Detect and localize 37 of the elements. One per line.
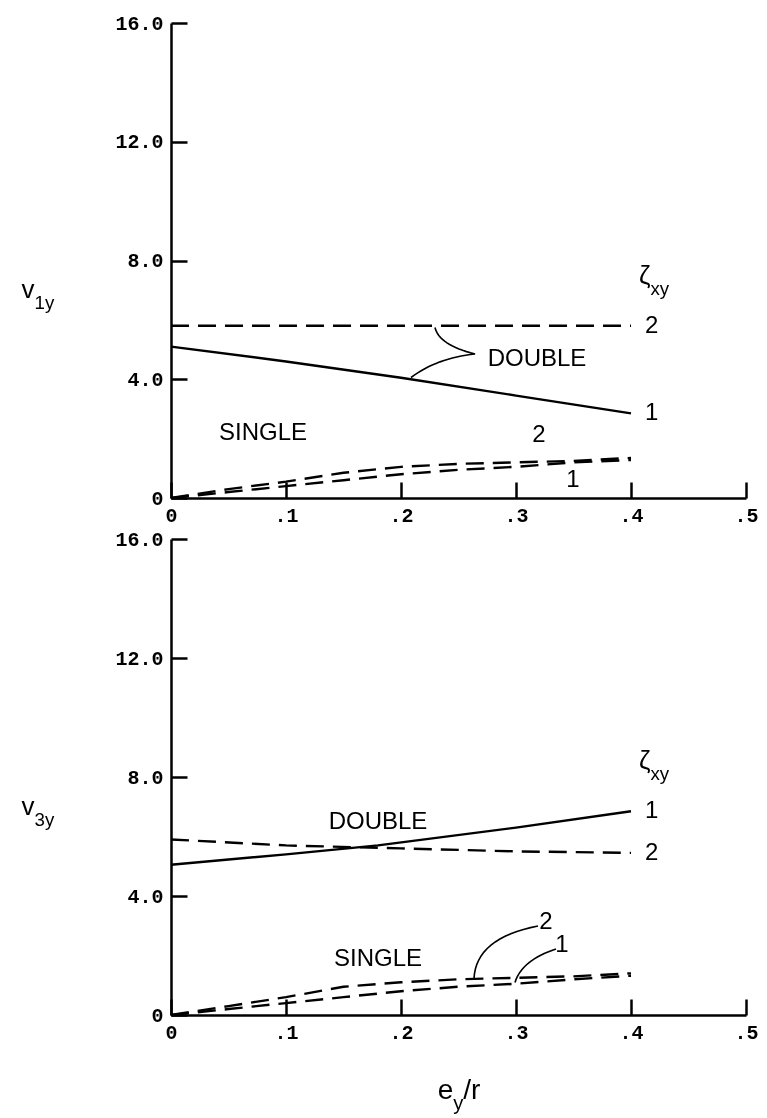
y-tick-label: 8.0 (127, 250, 164, 273)
x-tick-label: .2 (389, 1021, 414, 1045)
y-tick-label: 4.0 (127, 368, 164, 392)
x-tick-label: .1 (274, 1021, 299, 1045)
y-tick-label: 16.0 (115, 528, 164, 552)
legend-title: ζ$_{xy}$ (639, 745, 670, 784)
annotation: 1 (645, 796, 659, 824)
y-tick-label: 16.0 (115, 12, 164, 36)
annotation: SINGLE (218, 418, 308, 445)
x-tick-label: .2 (389, 504, 414, 528)
annotation: SINGLE (333, 944, 423, 971)
y-tick-label: 4.0 (127, 885, 164, 909)
legend-label: 1 (555, 930, 569, 957)
annotation: 2 (539, 907, 553, 934)
y-axis-title: v$_{3y}$ (21, 790, 55, 829)
series-label: 2 (645, 837, 659, 865)
legend-title: ζ$_{xy}$ (639, 259, 670, 299)
x-tick-label: .3 (504, 504, 529, 528)
y-tick-label: 0 (151, 1004, 164, 1028)
y-tick-label: 0 (151, 487, 164, 511)
series-label: 2 (645, 310, 659, 338)
y-tick-label: 8.0 (127, 766, 164, 790)
x-tick-label: .5 (734, 504, 759, 528)
legend-label: 1 (566, 465, 580, 492)
x-tick-label: .4 (619, 1021, 644, 1045)
annotation: DOUBLE (328, 807, 428, 834)
x-tick-label: .3 (504, 1021, 529, 1045)
y-axis-title: v$_{1y}$ (21, 273, 55, 312)
annotation: DOUBLE (487, 344, 587, 371)
x-tick-label: .1 (274, 504, 299, 528)
annotation: 2 (532, 420, 546, 447)
annotation: 1 (645, 398, 659, 426)
y-tick-label: 12.0 (115, 131, 164, 155)
x-tick-label: .5 (734, 1021, 759, 1045)
x-axis-title: e$_{y}$/r (437, 1073, 481, 1114)
y-tick-label: 12.0 (115, 647, 164, 671)
x-tick-label: .4 (619, 504, 644, 528)
